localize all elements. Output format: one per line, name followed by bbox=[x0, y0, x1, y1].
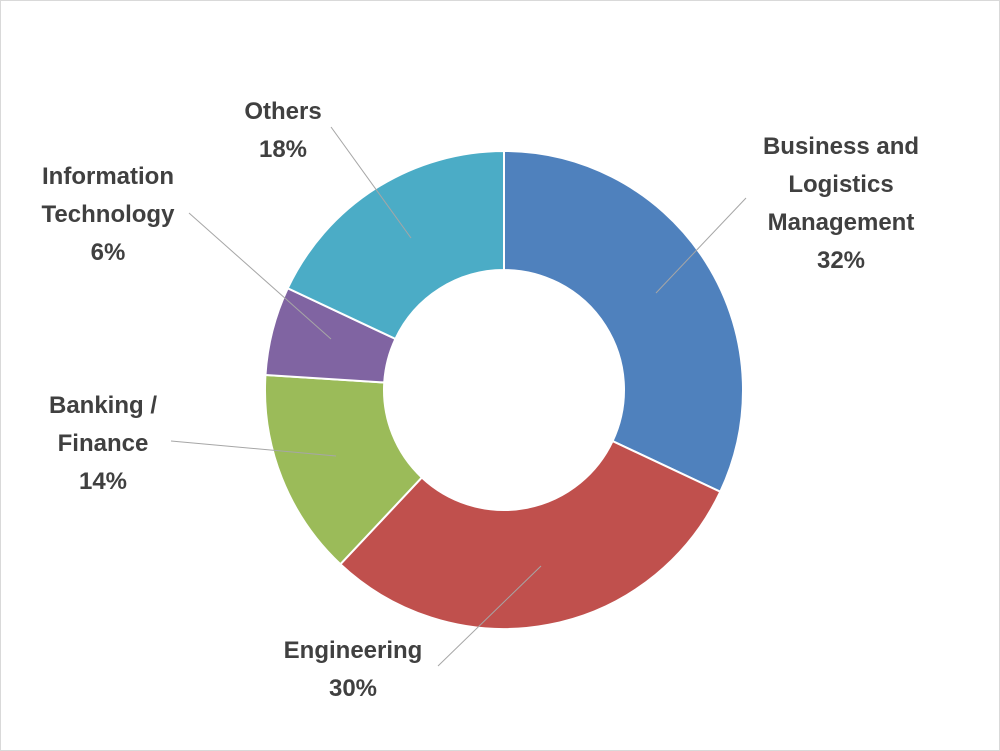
slice-others bbox=[286, 149, 505, 341]
data-label-category: Banking / bbox=[49, 392, 157, 419]
data-label-banking-finance: Banking / Finance 14% bbox=[49, 392, 157, 495]
data-label-business-and-logistics-management: Business and Logistics Management 32% bbox=[763, 133, 919, 274]
data-label-category: Technology bbox=[42, 201, 176, 228]
data-label-percent: 18% bbox=[259, 136, 307, 163]
leader-line-information-technology bbox=[188, 212, 332, 340]
data-label-category: Information bbox=[42, 163, 174, 190]
data-label-category: Business and bbox=[763, 133, 919, 160]
data-label-category: Engineering bbox=[284, 637, 423, 664]
data-label-others: Others 18% bbox=[244, 98, 321, 163]
data-label-percent: 30% bbox=[329, 675, 377, 702]
data-label-engineering: Engineering 30% bbox=[284, 637, 423, 702]
leader-line-engineering bbox=[437, 565, 542, 667]
slices bbox=[264, 149, 744, 631]
slice-engineering bbox=[338, 439, 722, 631]
data-label-category: Others bbox=[244, 98, 321, 125]
data-label-category: Finance bbox=[58, 430, 149, 457]
leader-line-business-and-logistics-management bbox=[655, 197, 747, 294]
data-label-category: Logistics bbox=[788, 171, 893, 198]
data-labels: Business and Logistics Management 32% Engine… bbox=[42, 98, 919, 702]
data-label-information-technology: Information Technology 6% bbox=[42, 163, 176, 266]
data-label-percent: 6% bbox=[91, 239, 126, 266]
data-label-percent: 32% bbox=[817, 247, 865, 274]
data-label-category: Management bbox=[768, 209, 915, 236]
slice-banking-finance bbox=[264, 373, 424, 566]
leader-line-banking-finance bbox=[170, 440, 337, 457]
data-label-percent: 14% bbox=[79, 468, 127, 495]
leader-line-others bbox=[330, 126, 412, 239]
leader-lines bbox=[170, 126, 747, 667]
slice-business-and-logistics-management bbox=[503, 149, 744, 494]
